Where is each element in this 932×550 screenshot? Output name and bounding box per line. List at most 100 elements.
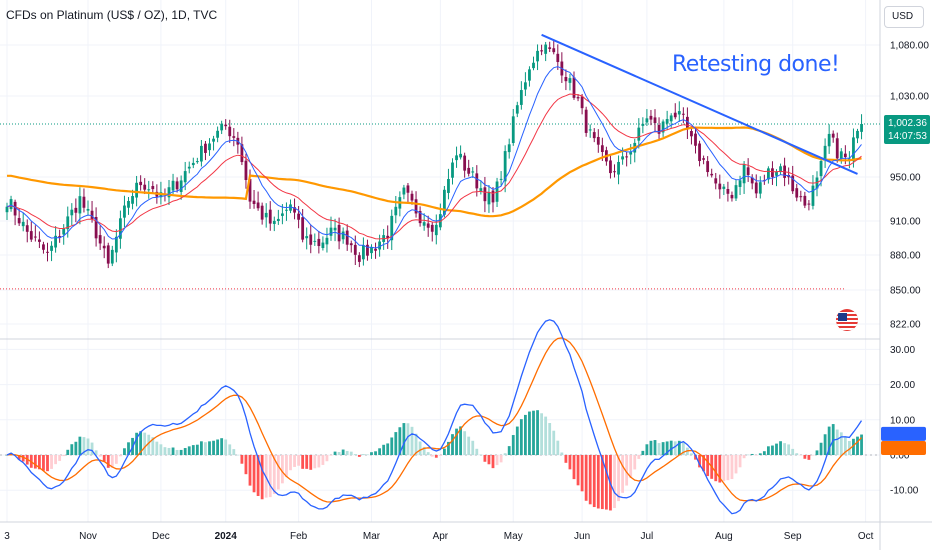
macd-histogram-bar	[272, 455, 276, 494]
candle-body	[297, 213, 300, 220]
macd-histogram-bar	[811, 455, 815, 456]
macd-histogram-bar	[123, 448, 126, 455]
candle-body	[349, 243, 353, 246]
candle-body	[722, 186, 726, 189]
time-axis[interactable]: 3 Nov Dec 2024 Feb Mar Apr May Jun Jul Aug Sep Oct	[4, 531, 873, 542]
macd-histogram-bar	[455, 428, 458, 455]
macd-histogram-bar	[471, 440, 475, 455]
macd-histogram-bar	[819, 442, 823, 455]
macd-histogram-bar	[127, 442, 130, 455]
candle-body	[835, 138, 839, 159]
candle-body	[90, 210, 94, 220]
macd-axis[interactable]: 30.00 20.00 10.00 0.00 -10.00	[881, 345, 926, 497]
candle-body	[767, 168, 770, 180]
macd-histogram-bar	[592, 455, 596, 508]
last-price-value: 1,002.36	[888, 118, 927, 129]
candle-body	[114, 236, 118, 253]
time-tick-label: Mar	[363, 531, 381, 542]
macd-histogram-bar	[325, 455, 329, 462]
macd-histogram-bar	[702, 455, 705, 472]
macd-histogram-bar	[536, 410, 539, 455]
candle-body	[730, 194, 734, 199]
macd-histogram-bar	[256, 455, 260, 496]
macd-histogram-bar	[690, 453, 693, 455]
macd-tick-label: 20.00	[890, 380, 915, 391]
currency-button[interactable]: USD	[884, 6, 924, 28]
macd-histogram-bar	[767, 446, 770, 455]
macd-histogram-bar	[398, 427, 402, 455]
candle-body	[244, 160, 248, 181]
macd-histogram-bar	[673, 441, 677, 455]
price-axis[interactable]: 1,080.00 1,030.00 950.00 910.00 880.00 850.00…	[890, 41, 929, 331]
candle-body	[200, 145, 203, 162]
macd-histogram-bar	[187, 446, 191, 455]
candle-body	[317, 238, 321, 247]
macd-line	[6, 319, 863, 515]
macd-histogram-bar	[548, 422, 552, 455]
macd-histogram-bar	[491, 455, 495, 469]
macd-histogram-bar	[487, 455, 491, 465]
macd-value-marker	[881, 426, 926, 441]
macd-histogram-bar	[357, 455, 361, 457]
macd-histogram-bar	[147, 434, 151, 455]
macd-histogram-bar	[228, 444, 232, 455]
candle-body	[147, 189, 151, 191]
us-flag-icon[interactable]	[836, 309, 858, 331]
candle-body	[839, 151, 843, 159]
signal-value-marker	[881, 440, 926, 455]
candle-body	[9, 199, 13, 210]
trendline-group[interactable]	[541, 33, 858, 175]
macd-histogram-bar	[783, 443, 786, 455]
candle-body	[46, 251, 49, 253]
macd-histogram-bar	[175, 449, 179, 455]
candle-body	[394, 206, 398, 216]
macd-tick-label: 0.00	[890, 451, 910, 462]
macd-histogram-bar	[503, 453, 507, 455]
candle-body	[38, 239, 41, 242]
candle-body	[313, 240, 317, 242]
candle-body	[102, 245, 106, 249]
candle-body	[252, 200, 256, 205]
candle-body	[515, 105, 519, 114]
macd-histogram-bar	[564, 455, 568, 463]
macd-histogram-bar	[386, 443, 390, 455]
macd-histogram-bar	[726, 455, 730, 481]
macd-histogram-bar	[98, 455, 102, 457]
candle-body	[25, 225, 29, 232]
candle-body	[811, 185, 815, 206]
candle-body	[54, 235, 57, 248]
candle-body	[665, 119, 669, 124]
candle-body	[843, 153, 847, 158]
gridlines	[0, 0, 880, 522]
ma-fast-line	[6, 66, 862, 249]
time-tick-label: Jun	[574, 531, 590, 542]
candle-body	[50, 245, 53, 251]
macd-histogram-bar	[532, 410, 535, 455]
candle-body	[758, 182, 762, 194]
macd-histogram-bar	[438, 455, 442, 456]
macd-histogram-bar	[5, 455, 9, 456]
macd-histogram-bar	[151, 437, 155, 455]
candle-body	[119, 218, 122, 239]
candle-body	[264, 212, 268, 218]
candle-body	[204, 143, 207, 153]
macd-histogram-bar	[584, 455, 588, 501]
time-tick-label: Jul	[641, 531, 654, 542]
candle-body	[195, 161, 199, 163]
annotation-text[interactable]: Retesting done!	[672, 52, 840, 77]
candle-body	[568, 78, 572, 83]
macd-histogram-bar	[524, 414, 527, 455]
candle-body	[224, 124, 228, 127]
candle-body	[706, 161, 710, 173]
macd-histogram-bar	[216, 439, 219, 455]
macd-histogram-bar	[260, 455, 264, 500]
macd-histogram-bar	[459, 426, 462, 455]
macd-histogram-bar	[321, 455, 325, 465]
price-tick-label: 910.00	[890, 217, 921, 228]
macd-histogram-bar	[390, 437, 394, 455]
candle-body	[600, 145, 604, 152]
macd-histogram-bar	[528, 411, 531, 455]
macd-histogram-bar	[738, 455, 742, 468]
macd-histogram-bar	[475, 448, 479, 455]
